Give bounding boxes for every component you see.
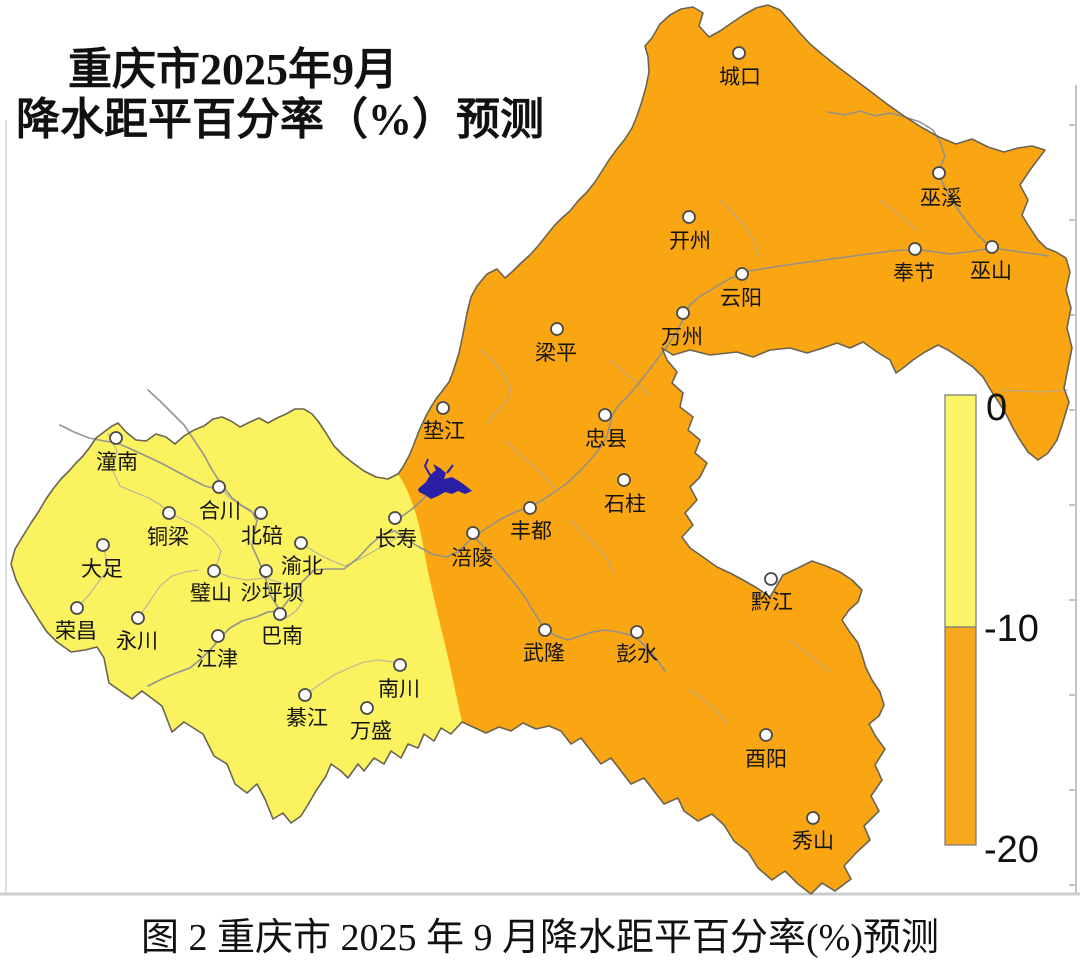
district-boundaries <box>76 199 1069 725</box>
city-label: 丰都 <box>510 519 552 543</box>
city-dot <box>393 658 407 672</box>
city-dot <box>207 564 221 578</box>
city-dot <box>298 688 312 702</box>
city-label: 彭水 <box>616 642 658 666</box>
rivers <box>59 110 1049 687</box>
wujiang-river <box>475 538 666 672</box>
city-dot <box>109 431 123 445</box>
city-label: 忠县 <box>585 427 627 451</box>
city-label: 荣昌 <box>55 619 97 643</box>
legend-segment-orange <box>945 627 976 845</box>
figure-caption: 图 2 重庆市 2025 年 9 月降水距平百分率(%)预测 <box>141 917 939 959</box>
city-label: 开州 <box>669 229 711 253</box>
city-label: 长寿 <box>375 527 417 551</box>
city-label: 垫江 <box>423 419 465 443</box>
city-label: 奉节 <box>893 261 935 285</box>
city-label: 大足 <box>81 557 123 581</box>
legend-label-minus10: -10 <box>984 608 1039 650</box>
city-label: 渝北 <box>281 554 323 578</box>
city-dot <box>735 267 749 281</box>
city-label: 北碚 <box>241 524 283 548</box>
city-dot <box>273 607 287 621</box>
city-label: 沙坪坝 <box>241 581 304 605</box>
region-west-yellow <box>11 409 462 823</box>
city-label: 秀山 <box>792 829 834 853</box>
city-dot <box>598 408 612 422</box>
city-label: 涪陵 <box>451 546 493 570</box>
city-dot <box>630 625 644 639</box>
jialing-river <box>147 389 282 613</box>
frame-right-ticks <box>1069 124 1076 886</box>
changshou-lake <box>418 458 472 499</box>
legend-label-0: 0 <box>986 387 1007 429</box>
city-dot <box>523 501 537 515</box>
city-dot <box>211 629 225 643</box>
city-label: 綦江 <box>286 706 328 730</box>
city-label: 铜梁 <box>147 525 189 549</box>
city-label: 江津 <box>196 647 238 671</box>
city-dot <box>294 536 308 550</box>
city-label: 巴南 <box>261 624 303 648</box>
city-label: 璧山 <box>190 581 232 605</box>
city-dot <box>360 701 374 715</box>
city-dot <box>131 611 145 625</box>
yangtze-river <box>147 247 1049 687</box>
legend-label-minus20: -20 <box>984 829 1039 871</box>
city-label: 武隆 <box>523 641 565 665</box>
city-label: 酉阳 <box>745 747 787 771</box>
city-dot <box>617 473 631 487</box>
map-title-line2: 降水距平百分率（%）预测 <box>16 95 544 144</box>
legend-segment-yellow <box>945 395 976 627</box>
city-label: 永川 <box>116 629 158 653</box>
city-dot <box>162 506 176 520</box>
city-dot <box>388 511 402 525</box>
city-dot <box>682 210 696 224</box>
daning-river <box>827 110 992 248</box>
city-dot <box>676 306 690 320</box>
city-label: 石柱 <box>604 492 646 516</box>
city-dot <box>436 401 450 415</box>
city-dot <box>212 480 226 494</box>
city-dot <box>732 46 746 60</box>
city-dot <box>254 506 268 520</box>
city-label: 黔江 <box>751 590 793 614</box>
city-dot <box>764 572 778 586</box>
city-label: 合川 <box>199 499 241 523</box>
city-dot <box>932 166 946 180</box>
city-dot <box>806 811 820 825</box>
city-label: 万州 <box>661 325 703 349</box>
city-dot <box>985 240 999 254</box>
city-label: 巫溪 <box>920 186 962 210</box>
city-dot <box>70 601 84 615</box>
city-dot <box>908 242 922 256</box>
city-dot <box>759 728 773 742</box>
city-label: 城口 <box>719 65 761 89</box>
city-label: 南川 <box>378 677 420 701</box>
city-dot <box>96 538 110 552</box>
city-label: 潼南 <box>96 450 138 474</box>
legend-border <box>944 394 977 846</box>
city-dot <box>259 564 273 578</box>
city-dot <box>538 623 552 637</box>
city-label: 巫山 <box>970 259 1012 283</box>
map-title-line1: 重庆市2025年9月 <box>68 45 398 94</box>
city-label: 云阳 <box>720 286 762 310</box>
city-dot <box>550 322 564 336</box>
legend-colorbar: 0 -10 -20 <box>944 387 1039 871</box>
city-dot <box>466 526 480 540</box>
city-label: 梁平 <box>535 341 577 365</box>
city-label: 万盛 <box>350 719 392 743</box>
fujiang-river <box>59 424 218 490</box>
